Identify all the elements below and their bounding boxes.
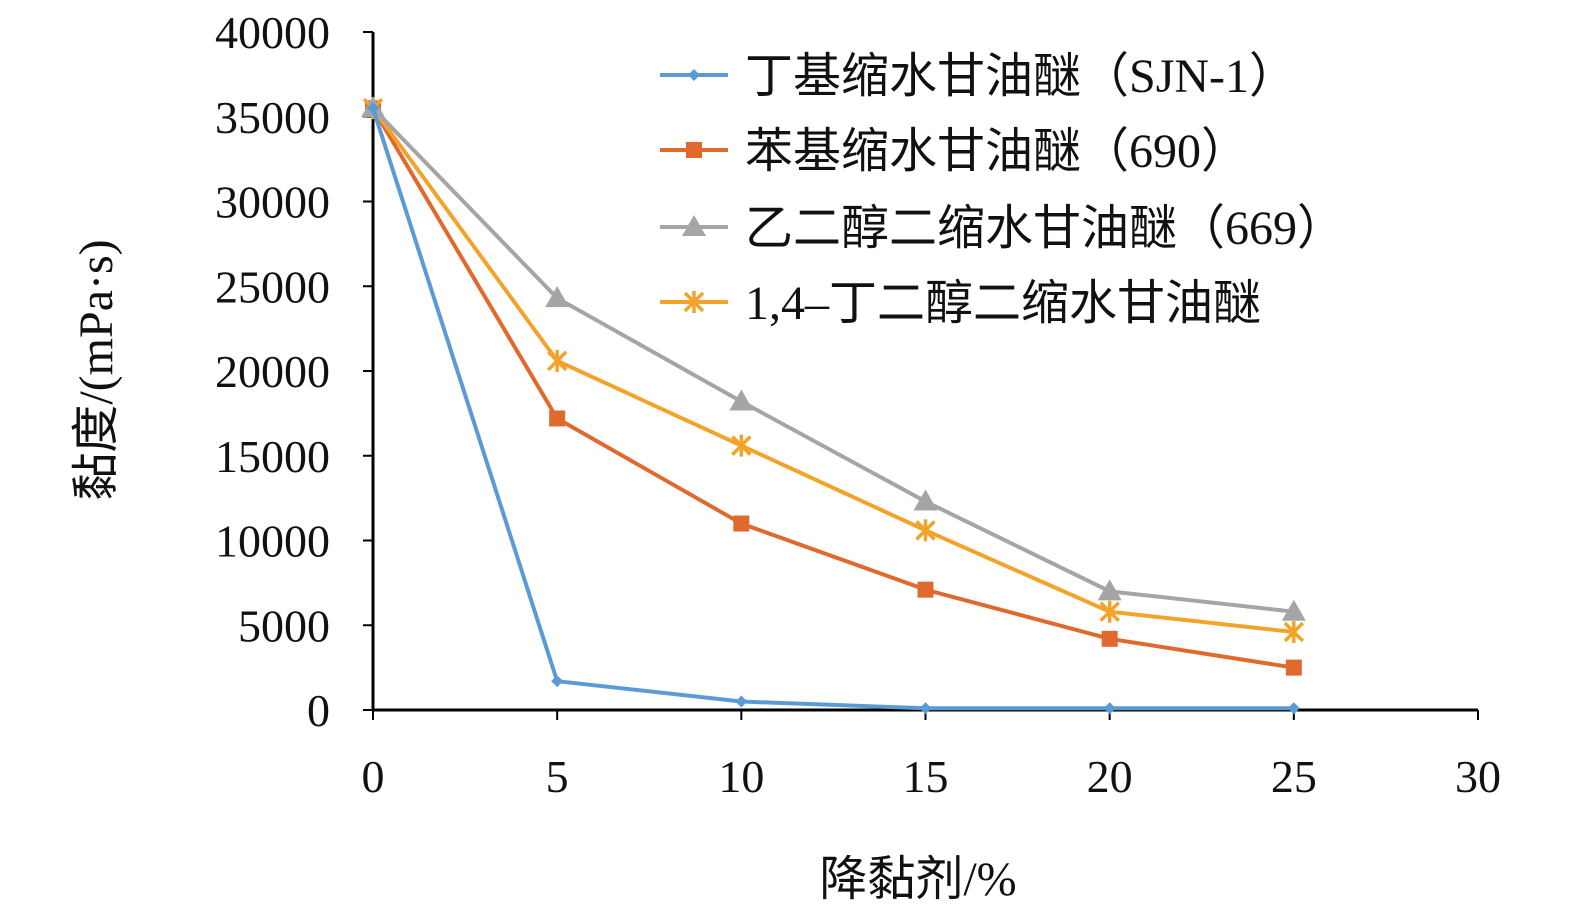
series-square (365, 100, 1302, 676)
data-point (367, 102, 379, 115)
legend-marker (682, 215, 706, 236)
legend-item: 乙二醇二缩水甘油醚（669） (660, 202, 1345, 255)
data-point (1281, 599, 1306, 621)
series-line (371, 107, 1295, 670)
data-point (733, 515, 750, 532)
data-point (919, 702, 932, 715)
legend-label: 苯基缩水甘油醚（690） (745, 125, 1249, 178)
data-point (917, 581, 934, 598)
data-point (1101, 630, 1118, 647)
data-point (731, 434, 752, 457)
x-tick-label: 25 (1271, 751, 1317, 802)
series-lines (361, 96, 1306, 715)
data-point (1097, 579, 1122, 601)
y-tick-label: 10000 (215, 516, 330, 567)
legend-item: 1,4–丁二醇二缩水甘油醚 (660, 277, 1261, 330)
x-tick-label: 10 (718, 751, 764, 802)
x-tick-label: 5 (546, 751, 569, 802)
y-axis-title: 黏度/(mPa·s) (70, 239, 123, 500)
legend-label: 1,4–丁二醇二缩水甘油醚 (745, 277, 1261, 330)
data-point (735, 695, 748, 708)
ticks: 0 5000 10000 15000 20000 25000 30000 35000 40000… (215, 7, 1501, 802)
y-tick-label: 30000 (215, 177, 330, 228)
y-tick-label: 35000 (215, 92, 330, 143)
data-point (915, 519, 936, 542)
y-tick-label: 15000 (215, 431, 330, 482)
legend-item: 苯基缩水甘油醚（690） (660, 125, 1249, 178)
legend-marker (686, 142, 702, 158)
legend-marker (688, 69, 700, 81)
legend-marker (683, 291, 705, 313)
data-point (913, 489, 938, 511)
data-point (1283, 621, 1305, 644)
y-tick-label: 0 (307, 685, 330, 736)
data-point (729, 389, 754, 411)
data-point (1287, 702, 1300, 715)
y-tick-label: 25000 (215, 261, 330, 312)
x-tick-label: 0 (362, 751, 385, 802)
data-point (1285, 659, 1302, 676)
y-tick-label: 5000 (238, 600, 330, 651)
legend: 丁基缩水甘油醚（SJN-1） 苯基缩水甘油醚（690） 乙二醇二缩水甘油醚（669）… (660, 50, 1345, 330)
x-tick-label: 20 (1087, 751, 1133, 802)
legend-label: 乙二醇二缩水甘油醚（669） (745, 202, 1345, 255)
x-tick-label: 15 (903, 751, 949, 802)
y-tick-label: 40000 (215, 7, 330, 58)
data-point (549, 410, 566, 427)
data-point (1103, 702, 1116, 715)
legend-label: 丁基缩水甘油醚（SJN-1） (745, 50, 1297, 103)
x-tick-label: 30 (1455, 751, 1501, 802)
data-point (1099, 600, 1120, 623)
series-line (371, 107, 1295, 635)
data-point (545, 286, 570, 308)
series-line (371, 106, 1295, 614)
series-line (371, 107, 1294, 711)
data-point (546, 349, 568, 372)
series-triangle (361, 96, 1306, 621)
data-point (551, 675, 564, 688)
y-tick-label: 20000 (215, 346, 330, 397)
legend-item: 丁基缩水甘油醚（SJN-1） (660, 50, 1297, 103)
series-diamond (367, 102, 1300, 715)
x-axis-title: 降黏剂/% (819, 853, 1016, 906)
series-x (362, 97, 1305, 644)
